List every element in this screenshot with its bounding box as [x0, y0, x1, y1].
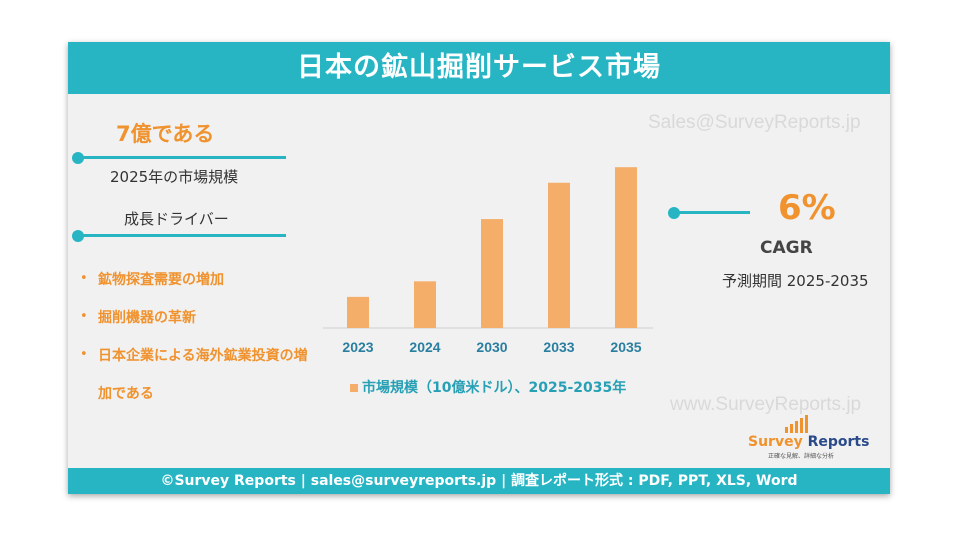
driver-item: 加である: [98, 386, 154, 402]
header-bar: 日本の鉱山掘削サービス市場: [68, 42, 890, 94]
logo-word-1: Survey: [748, 434, 803, 450]
list-bullet: •: [80, 271, 88, 286]
logo: Survey Reports: [748, 434, 869, 450]
driver-item: 日本企業による海外鉱業投資の増: [98, 348, 308, 364]
bar-chart: 2023 2024 2030 2033 2035: [323, 167, 653, 355]
market-size-value: 7億である: [116, 122, 215, 146]
divider-line: [78, 234, 286, 237]
infographic-card: 日本の鉱山掘削サービス市場 Sales@SurveyReports.jp www…: [68, 42, 890, 494]
logo-tagline: 正確な見解、詳細な分析: [768, 453, 835, 460]
driver-item: 鉱物探査需要の増加: [98, 272, 224, 288]
bar-2033: [548, 182, 570, 328]
footer-bar: ©Survey Reports | sales@surveyreports.jp…: [68, 468, 890, 494]
list-bullet: •: [80, 347, 88, 362]
market-size-label: 2025年の市場規模: [110, 168, 239, 186]
watermark-site: www.SurveyReports.jp: [670, 394, 862, 415]
x-tick-label: 2035: [610, 339, 641, 355]
watermark-email: Sales@SurveyReports.jp: [648, 112, 861, 133]
bar-2035: [615, 167, 637, 328]
divider-line: [674, 211, 750, 214]
x-tick-label: 2030: [476, 339, 507, 355]
logo-bars-icon: [785, 415, 808, 433]
forecast-period: 予測期間 2025-2035: [722, 272, 869, 290]
logo-word-2: Reports: [802, 434, 870, 450]
x-tick-label: 2023: [342, 339, 373, 355]
bar-2030: [481, 219, 503, 328]
x-tick-label: 2024: [409, 339, 440, 355]
driver-item: 掘削機器の革新: [98, 310, 196, 326]
legend-swatch: [350, 384, 358, 392]
cagr-value: 6%: [778, 188, 836, 228]
legend-label: 市場規模（10億米ドル）、2025-2035年: [362, 380, 627, 396]
bar-2023: [347, 296, 369, 328]
x-tick-label: 2033: [543, 339, 574, 355]
drivers-heading: 成長ドライバー: [124, 210, 229, 228]
cagr-label: CAGR: [760, 238, 813, 258]
bar-2024: [414, 281, 436, 328]
divider-line: [78, 156, 286, 159]
page-title: 日本の鉱山掘削サービス市場: [297, 52, 661, 83]
list-bullet: •: [80, 309, 88, 324]
